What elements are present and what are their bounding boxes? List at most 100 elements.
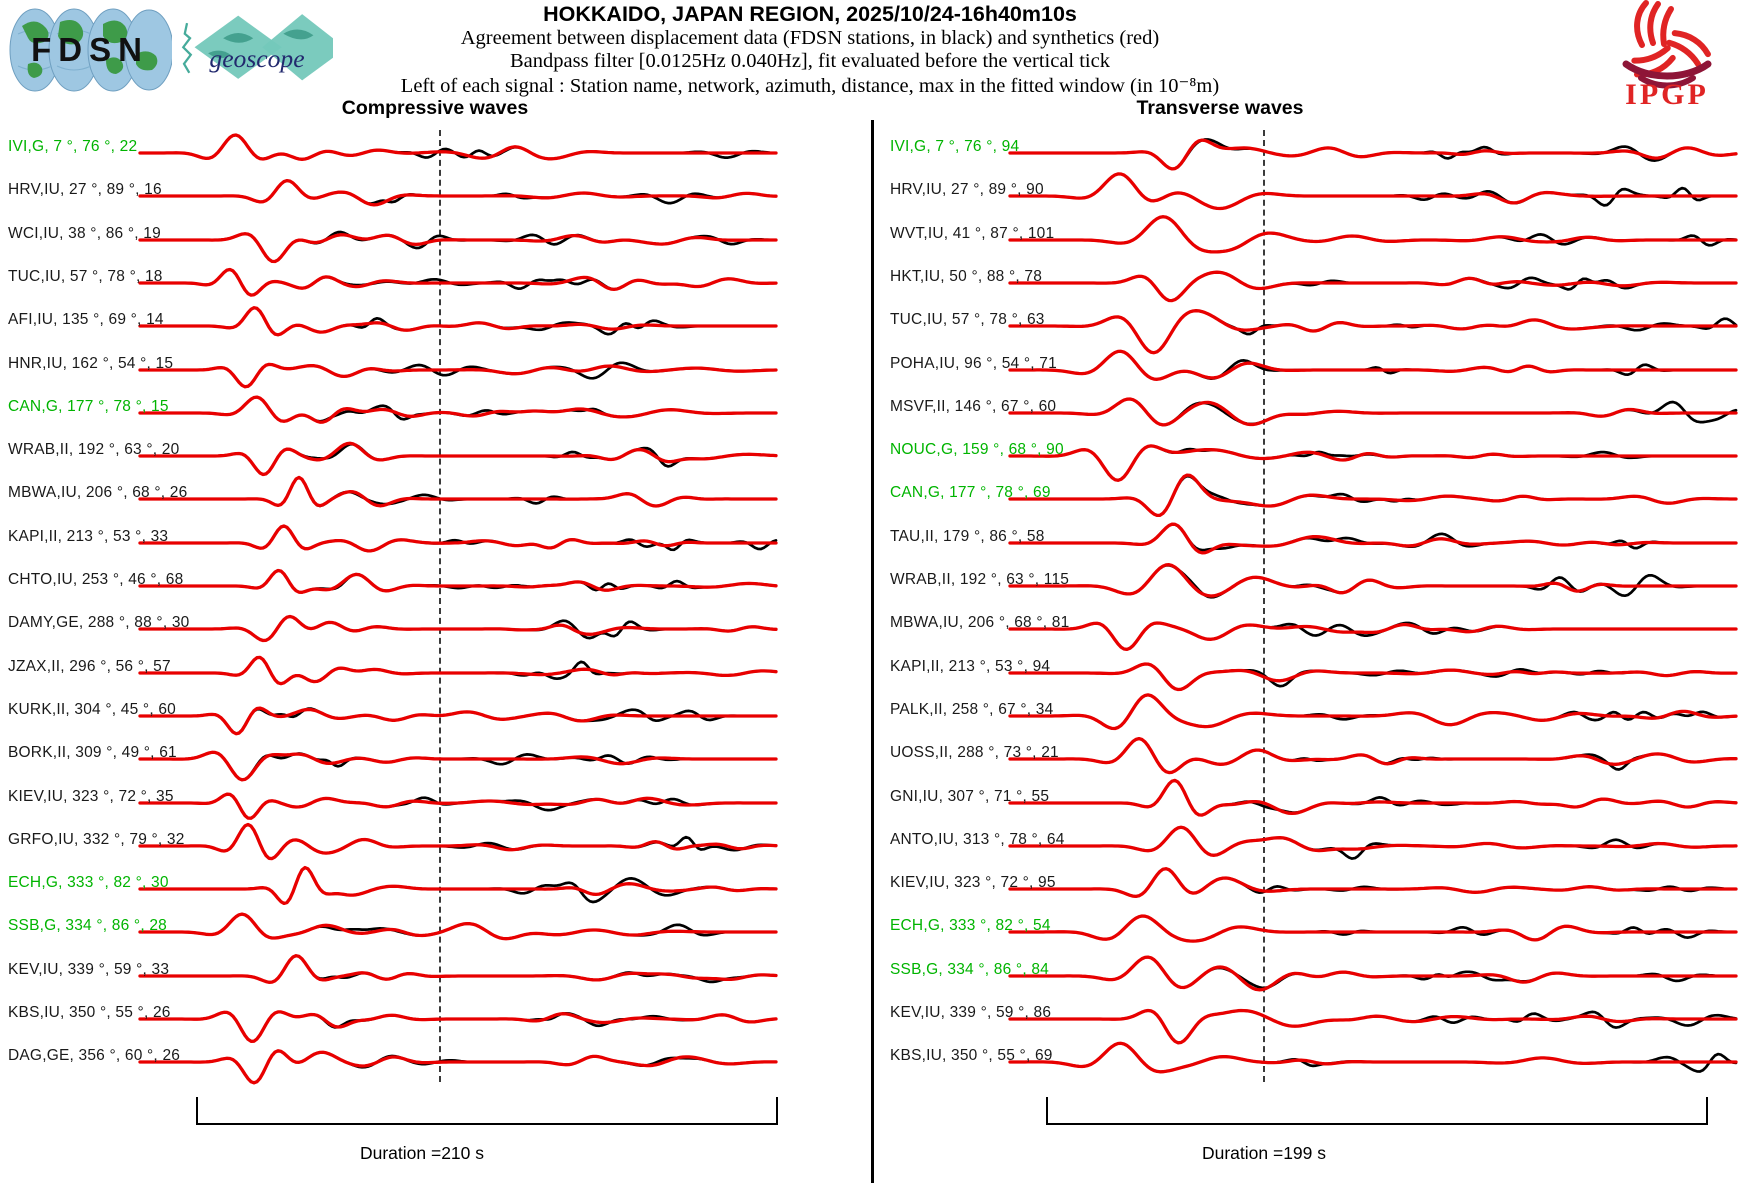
synthetic-trace-red xyxy=(138,306,778,337)
station-label: KIEV,IU, 323 °, 72 °, 35 xyxy=(8,787,174,805)
waveform-pair xyxy=(138,655,778,685)
synthetic-trace-red xyxy=(138,524,778,553)
station-label: ECH,G, 333 °, 82 °, 54 xyxy=(890,917,1051,935)
waveform-pair xyxy=(138,267,778,297)
station-label: KBS,IU, 350 °, 55 °, 26 xyxy=(8,1004,171,1021)
synthetic-trace-red xyxy=(138,912,778,941)
synthetic-trace-red xyxy=(138,231,778,263)
fit-tick-line-transverse xyxy=(1263,130,1265,1082)
waveform-pair xyxy=(138,706,778,736)
synthetic-trace-red xyxy=(1008,138,1738,171)
waveform-pair xyxy=(138,230,778,263)
data-trace-black xyxy=(1008,915,1738,943)
station-label: TUC,IU, 57 °, 78 °, 18 xyxy=(8,267,163,285)
station-label: KEV,IU, 339 °, 59 °, 33 xyxy=(8,960,170,978)
station-label: GRFO,IU, 332 °, 79 °, 32 xyxy=(8,830,185,848)
waveform-pair xyxy=(1008,473,1738,518)
data-trace-black xyxy=(138,866,778,905)
station-label: WCI,IU, 38 °, 86 °, 19 xyxy=(8,224,161,242)
synthetic-trace-red xyxy=(138,395,778,424)
waveform-pair xyxy=(138,822,778,861)
duration-label-transverse: Duration =199 s xyxy=(1201,1143,1327,1163)
synthetic-trace-red xyxy=(138,792,778,820)
synthetic-trace-red xyxy=(1008,309,1738,355)
station-label: SSB,G, 334 °, 86 °, 84 xyxy=(890,960,1049,978)
synthetic-trace-red xyxy=(138,441,778,477)
synthetic-trace-red xyxy=(138,822,778,861)
synthetic-trace-red xyxy=(1008,563,1738,598)
panel-divider-line xyxy=(871,120,874,1183)
waveform-pair xyxy=(1008,563,1738,599)
synthetic-trace-red xyxy=(138,267,778,297)
fit-tick-line-compressive xyxy=(439,130,441,1082)
station-label: WRAB,II, 192 °, 63 °, 115 xyxy=(890,571,1070,588)
waveform-pair xyxy=(1008,172,1738,211)
station-label: KAPI,II, 213 °, 53 °, 94 xyxy=(890,657,1051,675)
station-label: HNR,IU, 162 °, 54 °, 15 xyxy=(8,354,174,372)
station-label: KURK,II, 304 °, 45 °, 60 xyxy=(8,700,176,718)
station-label: PALK,II, 258 °, 67 °, 34 xyxy=(890,700,1054,718)
synthetic-trace-red xyxy=(138,476,778,509)
waveform-pair xyxy=(138,179,778,207)
fdsn-logo-text: FDSN xyxy=(31,31,149,68)
station-label: JZAX,II, 296 °, 56 °, 57 xyxy=(8,657,171,675)
synthetic-trace-red xyxy=(1008,172,1738,211)
data-trace-black xyxy=(138,655,778,685)
station-label: KIEV,IU, 323 °, 72 °, 95 xyxy=(890,874,1056,892)
data-trace-black xyxy=(138,179,778,206)
waveform-pair xyxy=(1008,661,1738,691)
synthetic-trace-red xyxy=(138,1010,778,1043)
data-trace-black xyxy=(1008,522,1738,552)
data-trace-black xyxy=(1008,825,1738,860)
synthetic-trace-red xyxy=(1008,661,1738,691)
synthetic-trace-red xyxy=(1008,867,1738,899)
waveform-pair xyxy=(138,866,778,906)
panel-title-transverse: Transverse waves xyxy=(1136,97,1304,119)
synthetic-trace-red xyxy=(138,568,778,594)
data-trace-black xyxy=(1008,172,1738,211)
waveform-pair xyxy=(1008,825,1738,860)
waveform-pair xyxy=(1008,1008,1738,1045)
synthetic-trace-red xyxy=(1008,1008,1738,1045)
synthetic-trace-red xyxy=(138,362,778,388)
waveform-pair xyxy=(1008,737,1738,775)
synthetic-trace-red xyxy=(138,706,778,736)
waveform-pair xyxy=(1008,444,1738,483)
synthetic-trace-red xyxy=(1008,397,1738,427)
synthetic-trace-red xyxy=(138,655,778,685)
waveform-pair xyxy=(1008,214,1738,254)
waveform-pair xyxy=(138,792,778,820)
data-trace-black xyxy=(1008,1042,1738,1074)
synthetic-trace-red xyxy=(1008,914,1738,944)
waveform-pair xyxy=(138,568,778,594)
waveform-pair xyxy=(138,750,778,782)
station-label: IVI,G, 7 °, 76 °, 22 xyxy=(8,138,138,155)
station-label: WVT,IU, 41 °, 87 °, 101 xyxy=(890,224,1055,242)
station-label: KAPI,II, 213 °, 53 °, 33 xyxy=(8,527,169,545)
panel-title-compressive: Compressive waves xyxy=(341,97,529,119)
figure-title: HOKKAIDO, JAPAN REGION, 2025/10/24-16h40… xyxy=(543,2,1077,26)
geoscope-logo-text: geoscope xyxy=(209,44,304,73)
waveform-pair xyxy=(1008,867,1738,899)
synthetic-trace-red xyxy=(1008,349,1738,381)
waveform-pair xyxy=(1008,270,1738,303)
station-label: SSB,G, 334 °, 86 °, 28 xyxy=(8,917,167,935)
duration-bracket-transverse xyxy=(1046,1097,1708,1125)
station-label: HRV,IU, 27 °, 89 °, 16 xyxy=(8,181,162,199)
station-label: UOSS,II, 288 °, 73 °, 21 xyxy=(890,744,1059,762)
waveform-pair xyxy=(138,306,778,337)
station-label: AFI,IU, 135 °, 69 °, 14 xyxy=(8,311,164,329)
data-trace-black xyxy=(138,476,778,508)
station-label: MSVF,II, 146 °, 67 °, 60 xyxy=(890,397,1057,415)
synthetic-trace-red xyxy=(1008,214,1738,254)
figure-subtitle: Agreement between displacement data (FDS… xyxy=(460,27,1160,49)
station-label: DAMY,GE, 288 °, 88 °, 30 xyxy=(8,614,190,632)
station-label: CAN,G, 177 °, 78 °, 15 xyxy=(8,397,169,415)
station-label: IVI,G, 7 °, 76 °, 94 xyxy=(890,138,1020,155)
waveform-pair xyxy=(138,615,778,643)
synthetic-trace-red xyxy=(138,953,778,984)
data-trace-black xyxy=(1008,693,1738,730)
waveform-pair xyxy=(138,395,778,424)
waveform-pair xyxy=(1008,914,1738,944)
